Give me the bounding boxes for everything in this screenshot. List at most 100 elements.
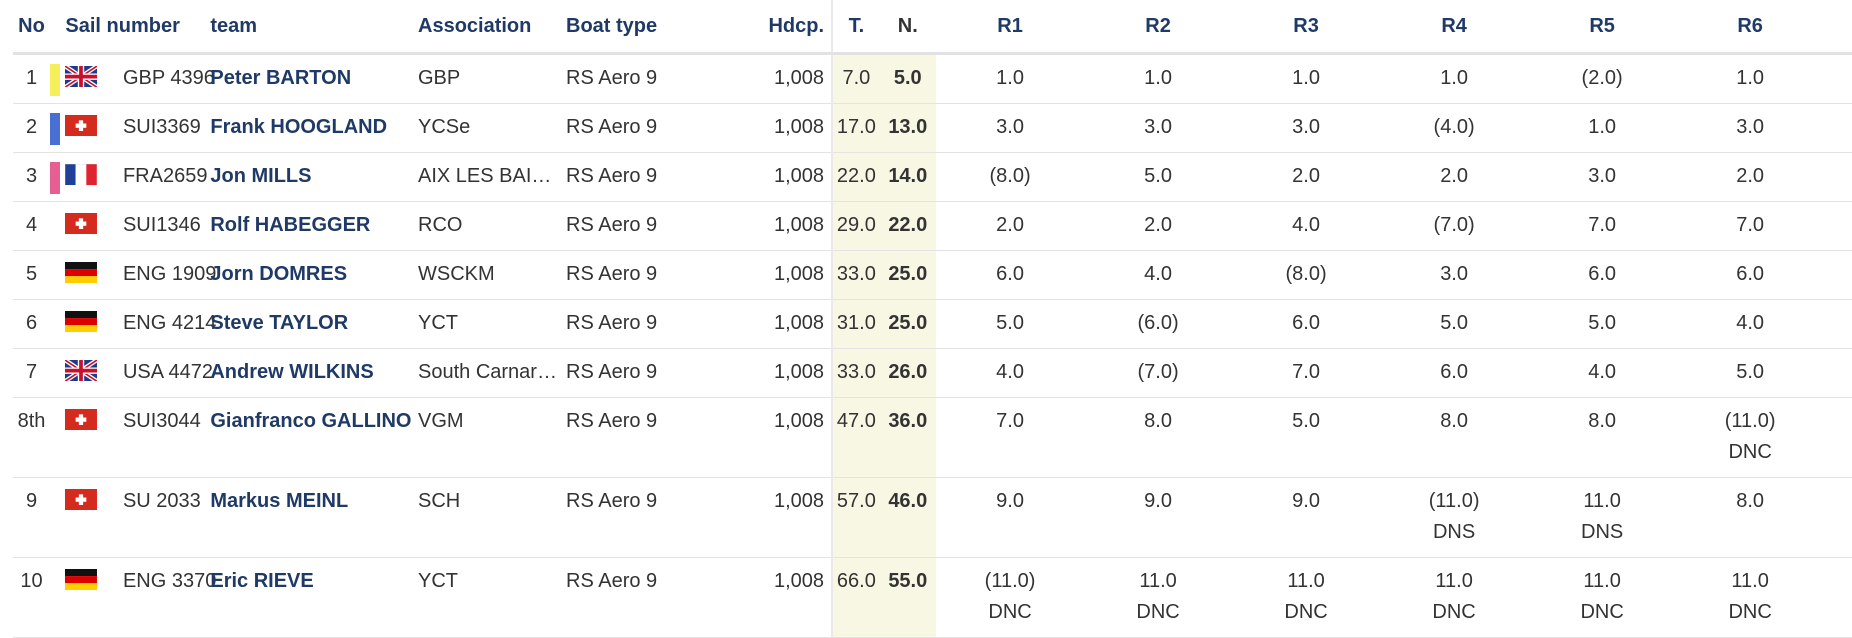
header-r2[interactable]: R2 [1084, 0, 1233, 55]
spacer-cell [824, 250, 833, 300]
table-row[interactable]: 10 ENG 3370 Eric RIEVE YCT RS Aero 9 1,008 66.… [13, 557, 1852, 638]
table-row[interactable]: 1 GBP 4396 Peter BARTON GBP RS Aero 9 1,008 7.… [13, 53, 1852, 104]
team-link[interactable]: Frank HOOGLAND [210, 103, 418, 153]
race-score: (7.0) [1433, 214, 1475, 236]
end-spacer-cell [1824, 348, 1852, 398]
table-row[interactable]: 2 SUI3369 Frank HOOGLAND YCSe RS Aero 9 1,008… [13, 103, 1852, 153]
race-r1-cell: (8.0) [936, 152, 1085, 202]
race-r3-cell: 9.0 [1232, 477, 1381, 558]
podium-marker-cell [50, 250, 66, 300]
race-r1-cell: 3.0 [936, 103, 1085, 153]
table-row[interactable]: 6 ENG 4214 Steve TAYLOR YCT RS Aero 9 1,008 31… [13, 299, 1852, 349]
boat-type-cell: RS Aero 9 [566, 557, 721, 638]
race-score: 5.0 [1736, 361, 1765, 383]
race-score: 2.0 [1736, 165, 1765, 187]
team-link[interactable]: Jon MILLS [210, 152, 418, 202]
rank-cell: 10 [13, 557, 50, 638]
header-no[interactable]: No [13, 0, 50, 55]
spacer-cell [824, 103, 833, 153]
spacer-cell [824, 53, 833, 104]
header-team[interactable]: team [210, 0, 418, 55]
sail-number-cell: ENG 4214 [122, 299, 216, 349]
race-penalty-code: DNC [1580, 601, 1624, 623]
race-score: 11.0 [1435, 570, 1473, 592]
header-sail-number[interactable]: Sail number [65, 0, 211, 55]
team-link[interactable]: Peter BARTON [210, 53, 418, 104]
team-link[interactable]: Andrew WILKINS [210, 348, 418, 398]
rank-cell: 3 [13, 152, 50, 202]
race-r4-cell: (11.0) DNS [1380, 477, 1529, 558]
association-cell: AIX LES BAI… [418, 152, 567, 202]
end-spacer-cell [1824, 299, 1852, 349]
race-penalty-code: DNS [1432, 521, 1476, 543]
race-r6-cell: 8.0 [1676, 477, 1825, 558]
race-score: 1.0 [1736, 67, 1765, 89]
race-r3-cell: 7.0 [1232, 348, 1381, 398]
race-score: 8.0 [1440, 410, 1468, 432]
race-r3-cell: 3.0 [1232, 103, 1381, 153]
rank-cell: 4 [13, 201, 50, 251]
hdcp-cell: 1,008 [720, 299, 825, 349]
race-r4-cell: (7.0) [1380, 201, 1529, 251]
ch-flag-icon [65, 212, 98, 235]
race-r2-cell: (6.0) [1084, 299, 1233, 349]
race-r3-cell: 6.0 [1232, 299, 1381, 349]
race-score: (2.0) [1581, 67, 1623, 89]
header-r4[interactable]: R4 [1380, 0, 1529, 55]
table-row[interactable]: 3 FRA2659 Jon MILLS AIX LES BAI… RS Aero 9 1,… [13, 152, 1852, 202]
race-penalty-code: DNC [1728, 441, 1772, 463]
association-cell: YCSe [418, 103, 567, 153]
podium-marker-cell [50, 152, 66, 202]
race-r3-cell: 2.0 [1232, 152, 1381, 202]
podium-marker-cell [50, 53, 66, 104]
boat-type-cell: RS Aero 9 [566, 477, 721, 558]
team-link[interactable]: Rolf HABEGGER [210, 201, 418, 251]
team-link[interactable]: Gianfranco GALLINO [210, 397, 418, 478]
results-body: 1 GBP 4396 Peter BARTON GBP RS Aero 9 1,008 7.… [13, 53, 1852, 638]
race-r3-cell: 5.0 [1232, 397, 1381, 478]
race-r1-cell: 9.0 [936, 477, 1085, 558]
flag-cell [65, 152, 123, 202]
association-cell: YCT [418, 557, 567, 638]
race-score: 11.0 [1139, 570, 1177, 592]
race-score: 1.0 [996, 67, 1024, 89]
sail-number-cell: SUI3369 [122, 103, 211, 153]
team-link[interactable]: Eric RIEVE [210, 557, 418, 638]
team-link[interactable]: Markus MEINL [210, 477, 418, 558]
race-r6-cell: 4.0 [1676, 299, 1825, 349]
race-r6-cell: 1.0 [1676, 53, 1825, 104]
header-net[interactable]: N. [879, 0, 937, 55]
race-r4-cell: 8.0 [1380, 397, 1529, 478]
spacer-cell [824, 557, 833, 638]
race-score: 2.0 [996, 214, 1024, 236]
header-r1[interactable]: R1 [936, 0, 1085, 55]
total-cell: 31.0 [831, 299, 880, 349]
table-row[interactable]: 4 SUI1346 Rolf HABEGGER RCO RS Aero 9 1,008 29… [13, 201, 1852, 251]
race-r6-cell: 6.0 [1676, 250, 1825, 300]
table-row[interactable]: 5 ENG 1909 Jorn DOMRES WSCKM RS Aero 9 1,008 3… [13, 250, 1852, 300]
race-r6-cell: 5.0 [1676, 348, 1825, 398]
header-boat-type[interactable]: Boat type [566, 0, 721, 55]
flag-cell [65, 103, 123, 153]
race-penalty-code: DNC [1136, 601, 1180, 623]
header-r3[interactable]: R3 [1232, 0, 1381, 55]
header-association[interactable]: Association [418, 0, 567, 55]
podium-marker-cell [50, 348, 66, 398]
table-row[interactable]: 7 USA 4472 Andrew WILKINS South Carnar… RS A… [13, 348, 1852, 398]
hdcp-cell: 1,008 [720, 348, 825, 398]
race-r6-cell: 11.0 DNC [1676, 557, 1825, 638]
team-link[interactable]: Steve TAYLOR [210, 299, 418, 349]
de-flag-icon [65, 261, 98, 284]
net-cell: 46.0 [879, 477, 937, 558]
header-r6[interactable]: R6 [1676, 0, 1825, 55]
table-row[interactable]: 8th SUI3044 Gianfranco GALLINO VGM RS Aero 9… [13, 397, 1852, 478]
flag-cell [65, 557, 123, 638]
header-hdcp[interactable]: Hdcp. [720, 0, 825, 55]
header-total[interactable]: T. [831, 0, 880, 55]
end-spacer-cell [1824, 557, 1852, 638]
header-r5[interactable]: R5 [1528, 0, 1677, 55]
table-row[interactable]: 9 SU 2033 Markus MEINL SCH RS Aero 9 1,008 57.… [13, 477, 1852, 558]
race-r3-cell: 4.0 [1232, 201, 1381, 251]
flag-cell [65, 250, 123, 300]
team-link[interactable]: Jorn DOMRES [210, 250, 418, 300]
